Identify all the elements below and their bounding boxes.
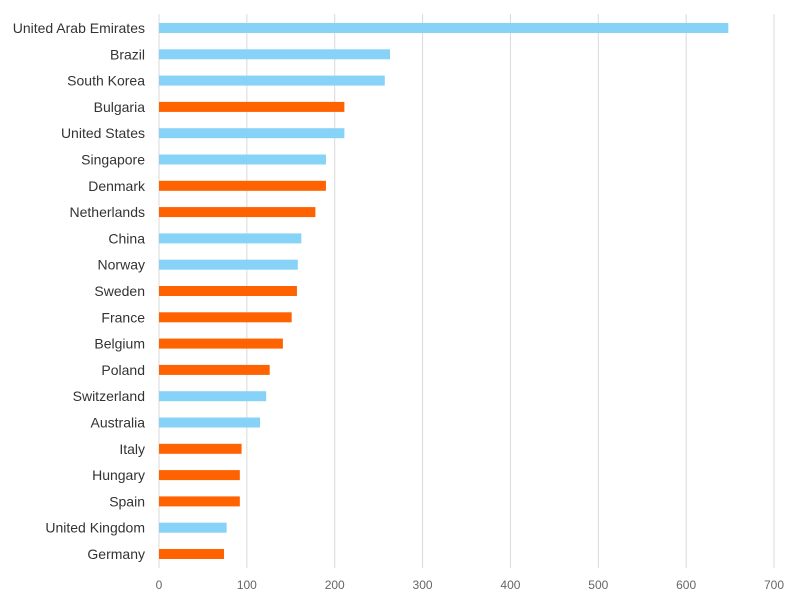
- category-label: Switzerland: [73, 388, 145, 404]
- category-label: China: [108, 230, 145, 246]
- category-label: Norway: [98, 257, 145, 273]
- bar-germany: [159, 549, 225, 559]
- x-tick-label: 400: [500, 578, 520, 592]
- x-tick-label: 500: [588, 578, 608, 592]
- bar-switzerland: [159, 391, 267, 402]
- category-label: Hungary: [92, 467, 145, 483]
- bars: [159, 23, 729, 559]
- x-tick-label: 100: [237, 578, 257, 592]
- bar-denmark: [159, 180, 326, 191]
- category-label: Spain: [109, 493, 145, 509]
- x-tick-label: 600: [676, 578, 696, 592]
- category-label: Belgium: [94, 336, 145, 352]
- category-label: Australia: [91, 415, 146, 431]
- category-label: Bulgaria: [94, 99, 146, 115]
- bar-united-states: [159, 128, 345, 139]
- bar-united-kingdom: [159, 522, 227, 533]
- bar-united-arab-emirates: [159, 23, 729, 33]
- category-label: South Korea: [67, 73, 145, 89]
- category-label: Germany: [87, 546, 145, 562]
- bar-spain: [159, 496, 240, 507]
- category-label: Sweden: [94, 283, 145, 299]
- bar-south-korea: [159, 75, 385, 86]
- bar-hungary: [159, 470, 240, 481]
- bar-australia: [159, 417, 261, 428]
- bar-france: [159, 312, 292, 323]
- category-label: Poland: [101, 362, 145, 378]
- bar-belgium: [159, 338, 283, 349]
- category-label: United States: [61, 125, 145, 141]
- category-labels: United Arab Emirates Brazil South Korea Bul…: [13, 20, 146, 562]
- x-axis-tick-labels: 0 100 200 300 400 500 600 700: [156, 578, 785, 592]
- bar-poland: [159, 364, 270, 375]
- category-label: Italy: [119, 441, 145, 457]
- x-tick-label: 0: [156, 578, 163, 592]
- bar-china: [159, 233, 302, 244]
- x-tick-label: 300: [413, 578, 433, 592]
- bar-brazil: [159, 49, 391, 60]
- category-label: Denmark: [88, 178, 146, 194]
- bar-italy: [159, 443, 242, 454]
- bar-netherlands: [159, 207, 316, 218]
- x-tick-label: 700: [764, 578, 784, 592]
- category-label: United Kingdom: [45, 520, 145, 536]
- category-label: France: [101, 309, 145, 325]
- x-tick-label: 200: [325, 578, 345, 592]
- category-label: Netherlands: [70, 204, 146, 220]
- category-label: Brazil: [110, 46, 145, 62]
- bar-sweden: [159, 286, 297, 296]
- category-label: United Arab Emirates: [13, 20, 145, 36]
- bar-singapore: [159, 154, 326, 165]
- bar-norway: [159, 259, 298, 270]
- category-label: Singapore: [81, 152, 145, 168]
- bar-bulgaria: [159, 101, 345, 112]
